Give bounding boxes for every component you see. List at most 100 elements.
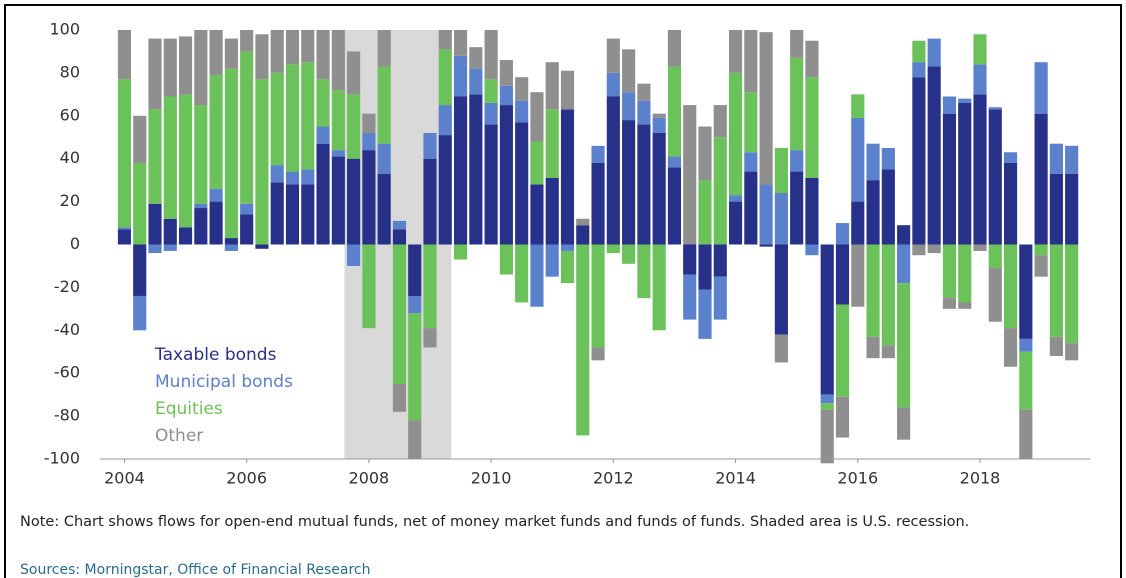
bar-segment <box>515 122 529 245</box>
bar-segment <box>484 102 498 125</box>
bar-segment <box>499 244 513 275</box>
x-tick-label: 2018 <box>960 469 1001 488</box>
bar-segment <box>240 51 254 204</box>
bar-segment <box>194 105 208 204</box>
bar-segment <box>408 295 422 314</box>
x-tick-label: 2004 <box>104 469 145 488</box>
x-tick-label: 2012 <box>593 469 634 488</box>
bar-segment <box>270 72 284 166</box>
bar-segment <box>163 218 177 245</box>
bar-segment <box>178 227 193 245</box>
bar-segment <box>255 244 269 249</box>
bar-segment <box>209 75 223 189</box>
bar-segment <box>1034 255 1048 277</box>
bar-segment <box>652 113 666 118</box>
bar-segment <box>790 30 804 58</box>
bar-segment <box>515 100 529 123</box>
bar-segment <box>881 345 895 359</box>
bar-segment <box>805 40 819 78</box>
bar-segment <box>423 328 437 348</box>
bar-segment <box>392 244 407 384</box>
bar-segment <box>866 244 880 337</box>
bar-segment <box>698 180 712 245</box>
bar-segment <box>515 77 529 101</box>
bar-segment <box>453 55 468 97</box>
bar-segment <box>499 105 513 245</box>
bar-segment <box>377 30 391 67</box>
bar-segment <box>622 92 636 121</box>
bar-segment <box>499 85 513 106</box>
bar-segment <box>194 203 208 209</box>
bar-segment <box>606 72 620 97</box>
bar-segment <box>851 94 865 118</box>
bar-segment <box>331 30 345 91</box>
bar-segment <box>897 283 911 408</box>
bar-segment <box>835 396 850 438</box>
bar-segment <box>1019 351 1033 410</box>
x-tick-label: 2016 <box>837 469 878 488</box>
bar-segment <box>224 244 238 251</box>
bar-segment <box>652 244 666 331</box>
bar-segment <box>362 113 376 133</box>
x-tick-label: 2014 <box>715 469 756 488</box>
bar-segment <box>667 167 682 245</box>
bar-segment <box>255 34 269 80</box>
bar-segment <box>453 30 468 56</box>
bar-segment <box>331 150 345 157</box>
bar-segment <box>652 132 666 245</box>
bar-segment <box>316 126 330 144</box>
bar-segment <box>133 115 147 163</box>
bar-segment <box>728 201 743 245</box>
bar-segment <box>835 223 850 245</box>
bar-segment <box>117 229 132 245</box>
bar-segment <box>560 109 575 245</box>
legend-entry: Municipal bonds <box>155 372 293 392</box>
bar-segment <box>576 225 590 245</box>
bar-segment <box>347 94 361 159</box>
bar-segment <box>377 173 391 245</box>
bar-segment <box>897 244 911 284</box>
bar-segment <box>713 105 727 138</box>
bar-segment <box>484 79 498 103</box>
bar-segment <box>316 30 330 80</box>
bar-segment <box>744 30 758 93</box>
bar-segment <box>728 30 743 73</box>
bar-segment <box>545 244 559 277</box>
bar-segment <box>1034 113 1048 245</box>
note: Note: Chart shows flows for open-end mut… <box>20 514 970 530</box>
y-tick-label: 100 <box>49 20 80 39</box>
bar-segment <box>713 137 727 245</box>
bar-segment <box>728 72 743 196</box>
x-tick-label: 2008 <box>349 469 390 488</box>
y-tick-label: -100 <box>44 449 80 468</box>
bar-segment <box>942 113 957 245</box>
bar-segment <box>942 96 957 114</box>
bar-segment <box>790 171 804 245</box>
bar-segment <box>270 182 284 245</box>
bar-segment <box>453 96 468 245</box>
bar-segment <box>530 244 544 307</box>
bar-segment <box>560 250 575 284</box>
bar-segment <box>392 229 407 245</box>
bar-segment <box>744 92 758 153</box>
bar-segment <box>683 274 697 320</box>
bar-segment <box>301 62 315 170</box>
bar-segment <box>178 94 193 228</box>
bar-segment <box>973 64 987 95</box>
bar-segment <box>545 178 559 245</box>
bar-segment <box>469 47 483 69</box>
bar-segment <box>774 244 788 335</box>
legend-entry: Equities <box>155 399 223 419</box>
bar-segment <box>545 109 559 179</box>
bar-segment <box>1049 173 1063 245</box>
bar-segment <box>790 57 804 151</box>
bar-segment <box>331 156 345 245</box>
bar-segment <box>1034 62 1048 114</box>
bar-segment <box>423 158 437 245</box>
bar-segment <box>209 201 223 245</box>
bar-segment <box>851 117 865 202</box>
bar-segment <box>851 244 865 307</box>
bar-segment <box>576 218 590 226</box>
bar-segment <box>912 77 926 245</box>
